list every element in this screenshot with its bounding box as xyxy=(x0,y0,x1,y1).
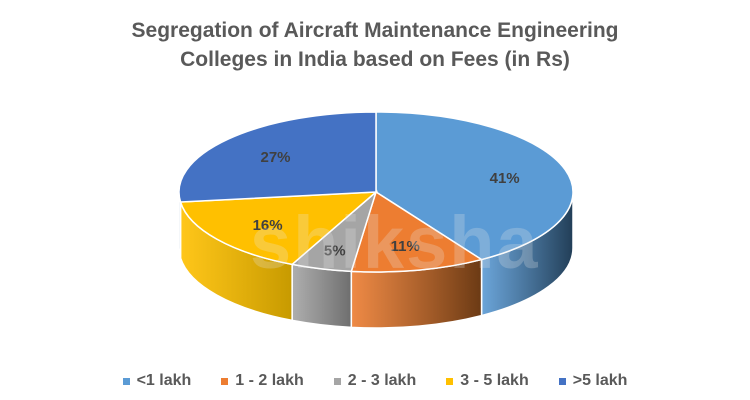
chart-legend: <1 lakh 1 - 2 lakh 2 - 3 lakh 3 - 5 lakh… xyxy=(0,372,750,390)
legend-item-lt1-lakh: <1 lakh xyxy=(122,372,192,390)
legend-label: 2 - 3 lakh xyxy=(347,372,417,389)
chart-title-line-2: Colleges in India based on Fees (in Rs) xyxy=(180,48,570,71)
pie-side-2 xyxy=(291,263,353,329)
chart-title: Segregation of Aircraft Maintenance Engi… xyxy=(0,16,750,74)
legend-item-2-3-lakh: 2 - 3 lakh xyxy=(333,372,417,390)
legend-item-3-5-lakh: 3 - 5 lakh xyxy=(446,372,529,390)
data-label-2: 5% xyxy=(324,243,346,260)
pie-slice-4 xyxy=(178,111,377,203)
legend-swatch xyxy=(221,377,229,385)
legend-swatch xyxy=(333,377,341,385)
legend-swatch xyxy=(122,377,130,385)
pie-slice-3 xyxy=(179,191,379,266)
data-label-4: 27% xyxy=(260,149,290,166)
pie-slice-1 xyxy=(350,190,484,273)
data-label-3: 16% xyxy=(253,217,283,234)
legend-label: 1 - 2 lakh xyxy=(235,372,304,389)
data-label-1: 11% xyxy=(391,238,420,255)
data-label-0: 41% xyxy=(490,170,520,187)
legend-swatch xyxy=(558,377,566,385)
legend-item-gt5-lakh: >5 lakh xyxy=(558,372,628,390)
pie-data-labels: 41% 11% 5% 16% 27% xyxy=(253,149,520,260)
legend-label: 3 - 5 lakh xyxy=(460,372,529,389)
pie-sides xyxy=(178,191,574,329)
pie-slices xyxy=(178,111,574,273)
chart-title-line-1: Segregation of Aircraft Maintenance Engi… xyxy=(131,19,619,42)
legend-swatch xyxy=(446,377,454,385)
legend-item-1-2-lakh: 1 - 2 lakh xyxy=(221,372,304,390)
legend-label: >5 lakh xyxy=(572,372,628,389)
legend-label: <1 lakh xyxy=(136,372,192,389)
